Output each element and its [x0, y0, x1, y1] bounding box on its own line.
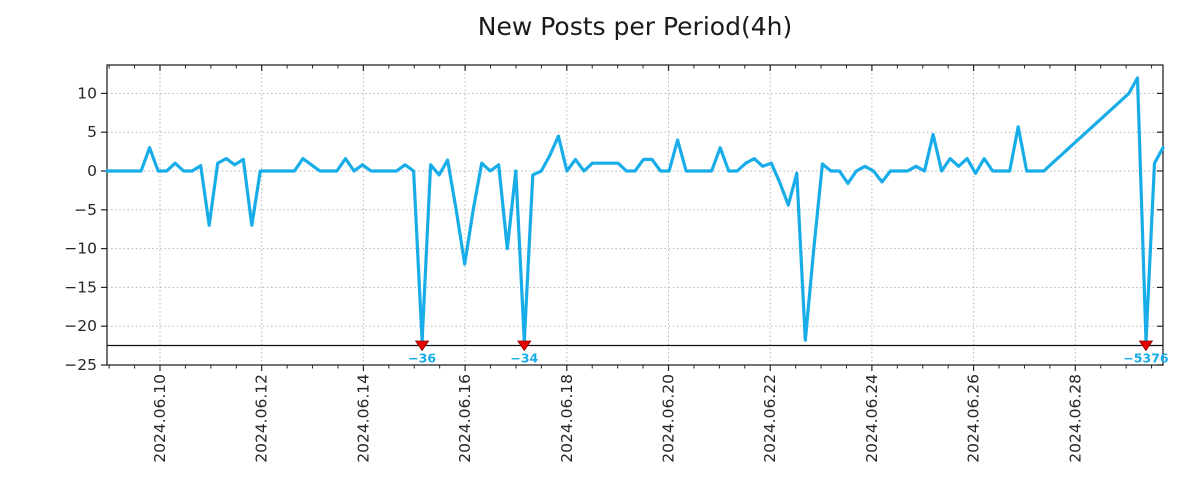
clipped-value-marker [517, 340, 532, 352]
clipped-value-label: −34 [510, 351, 538, 366]
clipped-value-label: −36 [408, 351, 436, 366]
x-tick-label: 2024.06.14 [354, 374, 372, 463]
x-tick-label: 2024.06.28 [1066, 374, 1084, 463]
y-tick-label: −25 [64, 356, 97, 374]
y-tick-label: −20 [64, 317, 97, 335]
x-tick-label: 2024.06.26 [965, 374, 983, 463]
y-tick-label: −15 [64, 278, 97, 296]
x-tick-label: 2024.06.20 [660, 374, 678, 463]
clipped-value-label: −5376 [1123, 351, 1169, 366]
y-tick-label: 5 [87, 123, 97, 141]
plot-frame [106, 64, 1164, 366]
y-tick-label: −10 [64, 240, 97, 258]
y-tick-label: −5 [74, 201, 97, 219]
x-tick-label: 2024.06.24 [863, 374, 881, 463]
x-tick-label: 2024.06.10 [151, 374, 169, 463]
x-tick-label: 2024.06.22 [761, 374, 779, 463]
clipped-value-marker [414, 340, 430, 352]
clipped-value-marker [1138, 340, 1154, 352]
data-line [105, 76, 1165, 343]
y-tick-label: 0 [87, 162, 97, 180]
y-tick-label: 10 [77, 84, 97, 102]
x-tick-label: 2024.06.16 [456, 374, 474, 463]
x-tick-label: 2024.06.18 [558, 374, 576, 463]
chart-title: New Posts per Period(4h) [477, 12, 793, 41]
x-tick-label: 2024.06.12 [253, 374, 271, 463]
